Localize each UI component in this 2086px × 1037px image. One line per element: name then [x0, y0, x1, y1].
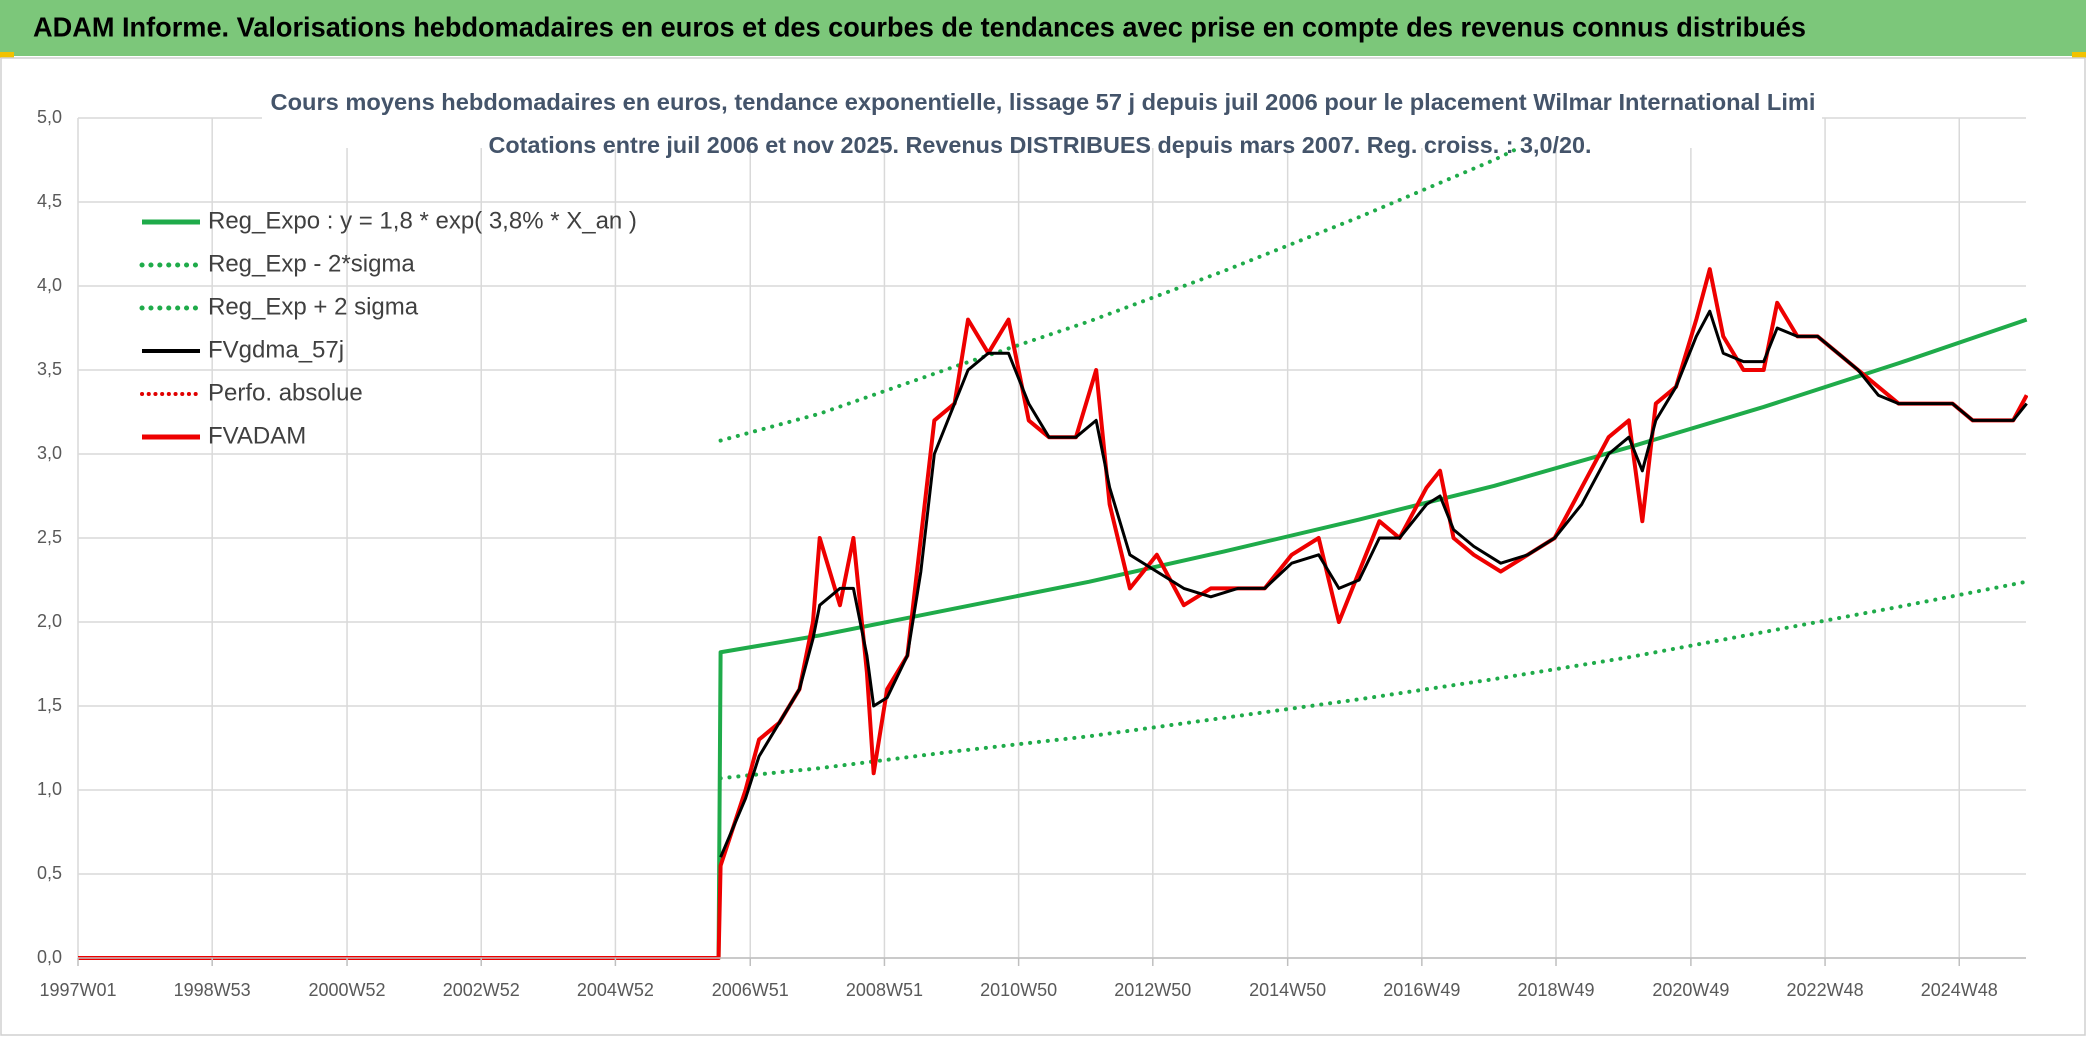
- x-tick-label: 2018W49: [1517, 980, 1594, 1000]
- legend-label: Perfo. absolue: [208, 379, 363, 406]
- chart-frame: [0, 57, 2086, 1036]
- x-tick-label: 2016W49: [1383, 980, 1460, 1000]
- x-tick-label: 2006W51: [712, 980, 789, 1000]
- chart-subtitle: Cotations entre juil 2006 et nov 2025. R…: [489, 132, 1592, 158]
- header-bar: [0, 0, 2086, 56]
- y-tick-label: 0,0: [37, 947, 62, 967]
- y-tick-label: 4,5: [37, 191, 62, 211]
- y-tick-label: 3,0: [37, 443, 62, 463]
- legend-label: Reg_Exp - 2*sigma: [208, 250, 415, 277]
- y-tick-label: 1,5: [37, 695, 62, 715]
- x-tick-label: 2022W48: [1787, 980, 1864, 1000]
- x-tick-label: 1998W53: [174, 980, 251, 1000]
- legend-label: Reg_Expo : y = 1,8 * exp( 3,8% * X_an ): [208, 207, 637, 234]
- x-tick-label: 1997W01: [39, 980, 116, 1000]
- y-tick-label: 4,0: [37, 275, 62, 295]
- y-tick-label: 5,0: [37, 107, 62, 127]
- corner-mark: [2072, 52, 2086, 58]
- y-tick-label: 0,5: [37, 863, 62, 883]
- x-tick-label: 2004W52: [577, 980, 654, 1000]
- x-tick-label: 2024W48: [1921, 980, 1998, 1000]
- plot-area: [78, 116, 2028, 960]
- legend: Reg_Expo : y = 1,8 * exp( 3,8% * X_an ) R…: [139, 207, 637, 449]
- legend-label: FVgdma_57j: [208, 336, 344, 363]
- series-line: [718, 116, 1590, 443]
- x-tick-label: 2010W50: [980, 980, 1057, 1000]
- x-tick-label: 2008W51: [846, 980, 923, 1000]
- y-tick-label: 2,0: [37, 611, 62, 631]
- x-tick-label: 2012W50: [1114, 980, 1191, 1000]
- y-tick-label: 2,5: [37, 527, 62, 547]
- axes: 0,0 0,5 1,0 1,5 2,0 2,5 3,0 3,5 4,0 4,5 5,0 1997W01…: [37, 107, 2026, 1000]
- x-tick-label: 2002W52: [443, 980, 520, 1000]
- legend-label: Reg_Exp + 2 sigma: [208, 293, 419, 320]
- series-line: [78, 317, 2028, 960]
- legend-label: FVADAM: [208, 422, 306, 449]
- y-tick-label: 3,5: [37, 359, 62, 379]
- corner-mark: [0, 52, 14, 58]
- header-title: ADAM Informe. Valorisations hebdomadaire…: [33, 11, 1806, 42]
- x-tick-label: 2014W50: [1249, 980, 1326, 1000]
- x-tick-label: 2000W52: [309, 980, 386, 1000]
- chart-title: Cours moyens hebdomadaires en euros, ten…: [271, 89, 1816, 115]
- x-tick-label: 2020W49: [1652, 980, 1729, 1000]
- title-box: [262, 84, 1822, 148]
- series-line: [719, 309, 2028, 858]
- y-tick-label: 1,0: [37, 779, 62, 799]
